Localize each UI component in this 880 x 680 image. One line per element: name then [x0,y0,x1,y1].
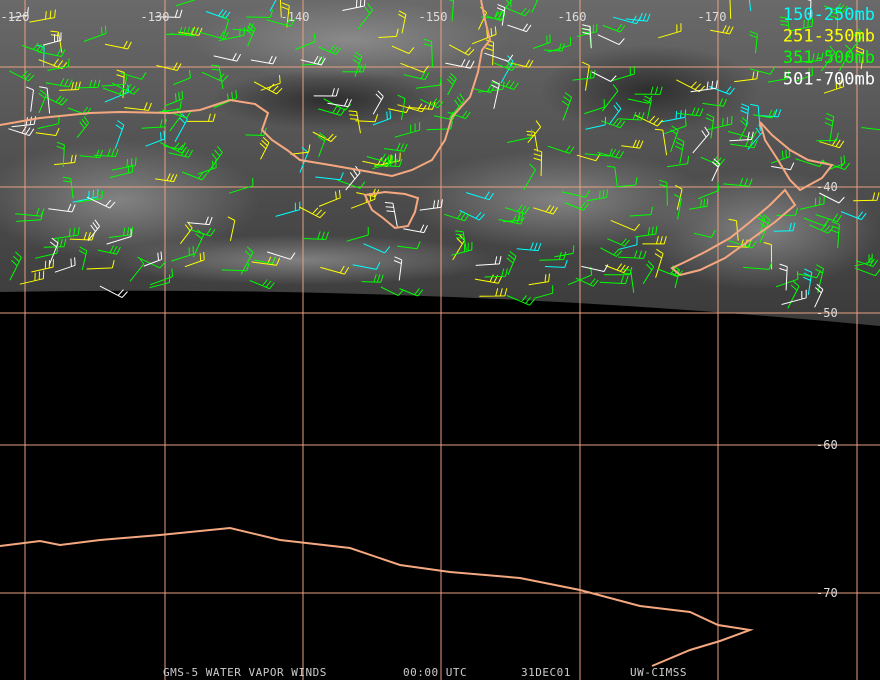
footer-text: 31DEC01 [521,666,571,679]
lat-label: -60 [816,438,838,452]
lat-label: -70 [816,586,838,600]
lon-label: -140 [281,10,310,24]
footer-text: GMS-5 WATER VAPOR WINDS [163,666,327,679]
lat-label: -50 [816,306,838,320]
legend-entry: 150-250mb [783,5,875,25]
legend-entry: 501-700mb [783,70,875,90]
lon-label: -170 [698,10,727,24]
lon-label: -130 [141,10,170,24]
lon-label: -160 [558,10,587,24]
cloud-imagery [0,0,880,326]
coastlines [0,0,834,667]
footer-text: UW-CIMSS [630,666,687,679]
footer-text: 00:00 UTC [403,666,467,679]
wind-barb-group [8,0,845,308]
lon-label: -120 [1,10,30,24]
legend-entry: 351-500mb [783,48,875,68]
latitude-labels: -40 -50 -60 -70 [816,180,838,600]
wind-barb-group [36,0,867,296]
wind-barbs [8,0,880,309]
wind-barb-group [19,0,880,297]
footer: GMS-5 WATER VAPOR WINDS 00:00 UTC 31DEC0… [163,666,687,679]
longitude-labels: -120 -130 -140 -150 -160 -170 [1,10,727,24]
lat-label: -40 [816,180,838,194]
legend-entry: 251-350mb [783,27,875,47]
lon-label: -150 [419,10,448,24]
